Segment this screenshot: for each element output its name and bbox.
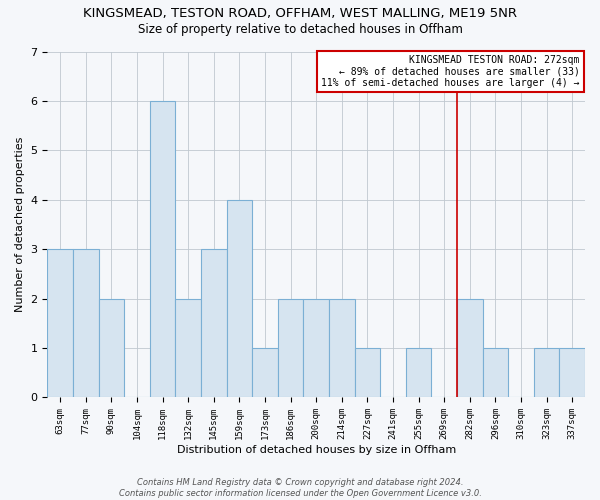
Y-axis label: Number of detached properties: Number of detached properties: [15, 137, 25, 312]
Bar: [304, 298, 329, 398]
Bar: [457, 298, 482, 398]
Bar: [534, 348, 559, 398]
Bar: [329, 298, 355, 398]
Bar: [559, 348, 585, 398]
Bar: [406, 348, 431, 398]
Text: KINGSMEAD, TESTON ROAD, OFFHAM, WEST MALLING, ME19 5NR: KINGSMEAD, TESTON ROAD, OFFHAM, WEST MAL…: [83, 8, 517, 20]
Bar: [355, 348, 380, 398]
Text: Size of property relative to detached houses in Offham: Size of property relative to detached ho…: [137, 22, 463, 36]
X-axis label: Distribution of detached houses by size in Offham: Distribution of detached houses by size …: [176, 445, 456, 455]
Bar: [227, 200, 252, 398]
Bar: [98, 298, 124, 398]
Bar: [73, 249, 98, 398]
Bar: [175, 298, 201, 398]
Bar: [47, 249, 73, 398]
Text: Contains HM Land Registry data © Crown copyright and database right 2024.
Contai: Contains HM Land Registry data © Crown c…: [119, 478, 481, 498]
Bar: [150, 101, 175, 398]
Bar: [278, 298, 304, 398]
Bar: [252, 348, 278, 398]
Text: KINGSMEAD TESTON ROAD: 272sqm
← 89% of detached houses are smaller (33)
11% of s: KINGSMEAD TESTON ROAD: 272sqm ← 89% of d…: [321, 55, 580, 88]
Bar: [482, 348, 508, 398]
Bar: [201, 249, 227, 398]
